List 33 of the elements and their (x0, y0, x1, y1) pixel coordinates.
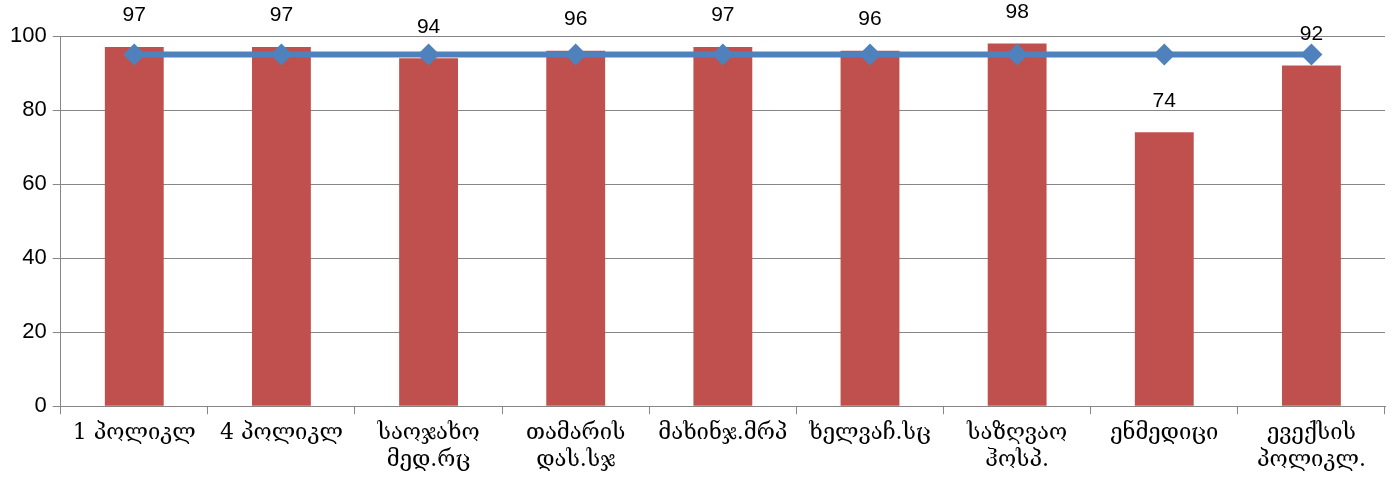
x-tick-label: ხელვაჩ.სც (808, 419, 931, 445)
bar (1282, 65, 1341, 406)
bar (840, 50, 900, 406)
y-tick-label: 100 (9, 22, 47, 48)
bar (104, 47, 164, 406)
y-tick-label: 40 (22, 244, 47, 270)
data-label: 94 (416, 13, 441, 37)
x-tick-label: 4 პოლიკლ (219, 419, 343, 445)
x-tick-label: ევექსის პოლიკლ. (1256, 419, 1366, 471)
bar (546, 50, 606, 406)
bar (987, 43, 1047, 406)
data-label: 96 (564, 6, 588, 30)
x-tick-label: ენმედიცი (1110, 419, 1219, 445)
x-tick-label: საზღვაო ჰოსპ. (966, 419, 1068, 471)
bar (693, 47, 753, 406)
data-label: 96 (858, 6, 882, 30)
x-tick-label: თამარის დას.სჯ (526, 419, 626, 471)
data-label: 97 (269, 2, 294, 26)
y-tick-label: 80 (22, 96, 47, 122)
x-tick-label: 1 პოლიკლ (72, 419, 196, 445)
y-tick-label: 60 (22, 170, 47, 196)
data-label: 97 (122, 2, 146, 26)
y-tick-label: 0 (34, 392, 47, 418)
data-label: 92 (1299, 20, 1324, 44)
bar (251, 47, 311, 406)
data-label: 74 (1152, 87, 1177, 111)
data-label: 97 (711, 2, 735, 26)
x-tick-label: საოჯახო მედ.რც (376, 419, 480, 471)
y-tick-label: 20 (22, 318, 47, 344)
bar (1134, 132, 1194, 406)
x-tick-label: მახინჯ.მრპ (658, 419, 788, 445)
data-label: 98 (1005, 0, 1029, 22)
bar (399, 58, 458, 406)
